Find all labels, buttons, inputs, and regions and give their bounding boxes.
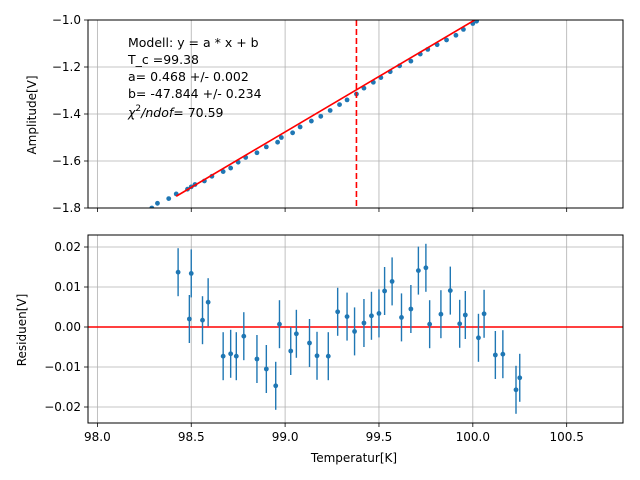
axes-frame: [87, 234, 624, 424]
residual-point: [438, 311, 444, 317]
data-point: [263, 144, 269, 150]
data-point: [474, 20, 479, 24]
residual-point: [233, 353, 239, 359]
residual-point: [205, 299, 211, 305]
residual-point: [277, 321, 282, 327]
chi-superscript: 2: [135, 104, 141, 114]
residual-point: [427, 321, 433, 327]
x-tick-label: 98.5: [178, 430, 205, 444]
residual-point: [492, 352, 498, 358]
annotation-model: Modell: y = a * x + b: [128, 35, 259, 50]
residual-point: [228, 351, 234, 357]
residual-point: [325, 353, 331, 359]
residual-point: [361, 320, 367, 326]
plot-area: [149, 20, 479, 208]
residual-point: [500, 351, 506, 357]
data-point: [344, 97, 350, 103]
residual-point: [389, 279, 395, 284]
residual-point: [376, 311, 382, 316]
residual-point: [263, 366, 269, 372]
y-tick-label: −1.0: [52, 13, 81, 27]
residual-point: [273, 383, 279, 389]
residual-point: [382, 288, 387, 294]
x-axis-label: Temperatur[K]: [310, 451, 397, 465]
residual-point: [513, 387, 519, 393]
data-point: [228, 165, 234, 171]
residual-point: [288, 348, 294, 354]
x-tick-label: 99.5: [366, 430, 393, 444]
data-point: [275, 139, 280, 145]
residual-point: [344, 314, 350, 319]
residual-point: [408, 306, 414, 312]
top-y-axis-label: Amplitude[V]: [25, 75, 39, 154]
residual-point: [457, 321, 463, 327]
data-point: [297, 124, 303, 130]
data-point: [220, 169, 226, 174]
data-point: [166, 196, 172, 202]
data-point: [444, 37, 449, 43]
amplitude-panel: −1.8 −1.6 −1.4 −1.2 −1.0: [52, 13, 624, 215]
annotation-chi: χ2/ndof= 70.59: [127, 104, 224, 120]
x-tick-label: 100.0: [456, 430, 490, 444]
fit-annotation: Modell: y = a * x + b T_c =99.38 a= 0.46…: [127, 35, 262, 120]
x-tick-label: 100.5: [550, 430, 584, 444]
data-point: [149, 205, 155, 208]
y-tick-label: −0.02: [44, 400, 81, 414]
residual-point: [200, 317, 205, 323]
residual-point: [314, 353, 320, 359]
residual-point: [352, 329, 357, 334]
ndof-label: /ndof: [140, 105, 175, 120]
data-point: [337, 102, 342, 107]
residual-point: [241, 333, 247, 339]
residual-point: [481, 311, 487, 317]
residual-point: [423, 265, 429, 271]
residual-point: [369, 313, 374, 319]
x-tick-label: 98.0: [84, 430, 111, 444]
data-point: [290, 130, 296, 136]
plot-area: [88, 243, 623, 414]
fit-line: [175, 20, 476, 197]
residual-point: [307, 340, 312, 346]
residual-point: [293, 331, 299, 337]
bottom-y-axis-label: Residuen[V]: [15, 294, 29, 367]
data-point: [254, 150, 260, 156]
residual-point: [254, 356, 260, 362]
residual-point: [188, 271, 194, 276]
data-point: [408, 58, 414, 64]
data-point: [155, 200, 160, 206]
residual-point: [335, 309, 341, 315]
x-tick-label: 99.0: [272, 430, 299, 444]
residuals-panel: 98.0 98.5 99.0 99.5 100.0 100.5 −0.02 −0.01 0.00…: [44, 234, 624, 444]
annotation-tc: T_c =99.38: [127, 52, 199, 67]
data-point: [318, 113, 324, 119]
residual-point: [220, 353, 226, 359]
residual-point: [415, 268, 421, 273]
chi-value: = 70.59: [173, 105, 223, 120]
annotation-a: a= 0.468 +/- 0.002: [128, 69, 249, 84]
y-tick-label: −0.01: [44, 360, 81, 374]
residual-point: [399, 315, 404, 320]
y-tick-label: 0.02: [54, 240, 81, 254]
annotation-b: b= -47.844 +/- 0.234: [128, 86, 262, 101]
residual-point: [447, 288, 453, 293]
data-point: [327, 108, 333, 113]
residual-point: [186, 316, 192, 322]
data-point: [308, 118, 314, 124]
residual-point: [476, 335, 481, 341]
data-point: [453, 32, 459, 38]
residual-point: [517, 375, 523, 381]
y-tick-label: −1.8: [52, 201, 81, 215]
y-tick-label: −1.2: [52, 60, 81, 74]
residual-point: [175, 269, 181, 275]
y-tick-label: −1.4: [52, 107, 81, 121]
residual-point: [462, 312, 468, 318]
y-tick-label: 0.00: [54, 320, 81, 334]
y-tick-label: −1.6: [52, 154, 81, 168]
y-tick-label: 0.01: [54, 280, 81, 294]
data-point: [278, 135, 284, 140]
chi-symbol: χ: [127, 105, 136, 120]
